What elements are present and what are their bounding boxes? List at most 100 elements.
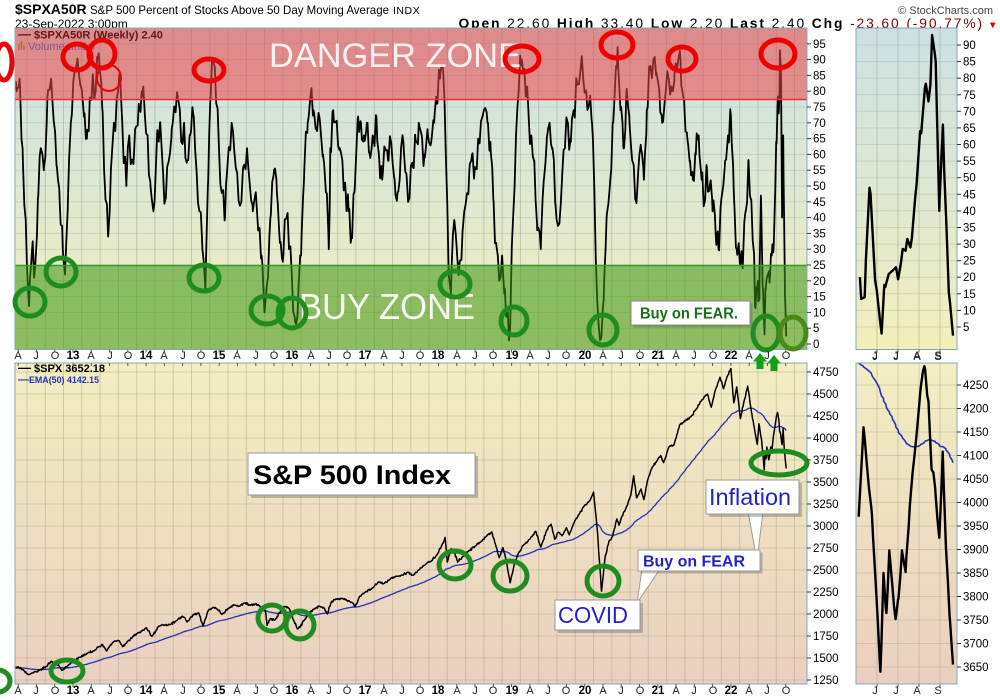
svg-text:—EMA(50) 4142.15: —EMA(50) 4142.15	[18, 374, 100, 386]
svg-text:4500: 4500	[813, 389, 839, 401]
svg-text:A: A	[526, 350, 534, 362]
svg-text:50: 50	[813, 181, 826, 193]
svg-text:15: 15	[813, 292, 826, 304]
svg-text:20: 20	[963, 272, 976, 284]
svg-text:30: 30	[963, 239, 976, 251]
svg-text:J: J	[618, 685, 624, 697]
svg-text:25: 25	[813, 260, 826, 272]
svg-text:O: O	[343, 685, 352, 697]
svg-text:70: 70	[813, 118, 826, 130]
svg-text:3250: 3250	[813, 499, 839, 511]
svg-text:O: O	[636, 350, 645, 362]
svg-text:O: O	[197, 685, 206, 697]
svg-text:16: 16	[286, 685, 299, 697]
svg-text:13: 13	[67, 685, 80, 697]
svg-text:O: O	[782, 350, 791, 362]
svg-text:S&P 500 Percent of Stocks Abov: S&P 500 Percent of Stocks Above 50 Day M…	[90, 3, 389, 17]
svg-text:S: S	[934, 351, 941, 363]
svg-text:O: O	[51, 350, 60, 362]
svg-text:J: J	[618, 350, 624, 362]
svg-text:3750: 3750	[813, 455, 839, 467]
svg-text:J: J	[107, 685, 113, 697]
svg-text:75: 75	[813, 102, 826, 114]
svg-text:0: 0	[813, 339, 819, 351]
svg-text:45: 45	[813, 197, 826, 209]
svg-text:17: 17	[359, 685, 372, 697]
svg-text:4250: 4250	[813, 411, 839, 423]
svg-text:J: J	[893, 350, 899, 362]
svg-text:J: J	[545, 685, 551, 697]
svg-text:15: 15	[963, 289, 976, 301]
svg-text:A: A	[672, 350, 680, 362]
svg-text:21: 21	[652, 685, 665, 697]
svg-text:90: 90	[963, 40, 976, 52]
svg-text:1750: 1750	[813, 631, 839, 643]
svg-text:O: O	[51, 685, 60, 697]
svg-text:40: 40	[963, 206, 976, 218]
svg-text:10: 10	[963, 305, 976, 317]
svg-text:20: 20	[579, 350, 592, 362]
svg-text:DANGER ZONE: DANGER ZONE	[269, 37, 521, 75]
svg-text:J: J	[253, 350, 259, 362]
svg-text:2500: 2500	[813, 565, 839, 577]
svg-text:O: O	[270, 350, 279, 362]
svg-text:▼: ▼	[988, 20, 997, 31]
svg-text:A: A	[913, 685, 921, 697]
svg-text:80: 80	[813, 86, 826, 98]
svg-text:A: A	[307, 350, 315, 362]
svg-text:21: 21	[652, 350, 665, 362]
svg-text:A: A	[87, 350, 95, 362]
svg-text:A: A	[745, 350, 753, 362]
svg-text:S: S	[934, 350, 941, 362]
svg-text:O: O	[782, 685, 791, 697]
svg-text:J: J	[33, 685, 39, 697]
svg-text:10: 10	[813, 307, 826, 319]
svg-text:INDX: INDX	[393, 5, 420, 17]
svg-text:A: A	[599, 350, 607, 362]
svg-text:A: A	[913, 351, 921, 363]
svg-text:19: 19	[506, 685, 519, 697]
svg-text:55: 55	[963, 156, 976, 168]
svg-text:60: 60	[963, 140, 976, 152]
svg-text:90: 90	[813, 55, 826, 67]
svg-text:19: 19	[506, 350, 519, 362]
svg-text:65: 65	[963, 123, 976, 135]
svg-text:J: J	[326, 350, 332, 362]
svg-text:3000: 3000	[813, 521, 839, 533]
svg-text:4100: 4100	[963, 451, 989, 463]
svg-text:O: O	[636, 685, 645, 697]
svg-text:J: J	[691, 685, 697, 697]
svg-text:35: 35	[813, 228, 826, 240]
svg-text:3700: 3700	[963, 639, 989, 651]
svg-text:A: A	[672, 685, 680, 697]
svg-text:J: J	[872, 685, 878, 697]
svg-text:2250: 2250	[813, 587, 839, 599]
svg-text:A: A	[453, 685, 461, 697]
svg-text:O: O	[562, 685, 571, 697]
svg-text:4200: 4200	[963, 404, 989, 416]
svg-text:J: J	[107, 350, 113, 362]
svg-text:O: O	[562, 350, 571, 362]
svg-text:A: A	[14, 685, 22, 697]
svg-text:70: 70	[963, 106, 976, 118]
svg-text:A: A	[233, 350, 241, 362]
svg-text:75: 75	[963, 90, 976, 102]
svg-text:O: O	[416, 350, 425, 362]
svg-text:A: A	[14, 350, 22, 362]
svg-text:O: O	[124, 685, 133, 697]
svg-text:3950: 3950	[963, 521, 989, 533]
svg-text:Inflation: Inflation	[709, 484, 791, 510]
svg-text:5: 5	[813, 323, 819, 335]
svg-text:COVID: COVID	[558, 602, 628, 628]
svg-text:5: 5	[963, 322, 969, 334]
svg-text:65: 65	[813, 134, 826, 146]
svg-text:55: 55	[813, 165, 826, 177]
svg-text:1250: 1250	[813, 675, 839, 687]
svg-text:15: 15	[213, 350, 226, 362]
svg-text:J: J	[893, 685, 899, 697]
svg-text:22: 22	[725, 685, 738, 697]
svg-text:S&P 500 Index: S&P 500 Index	[253, 460, 451, 490]
svg-text:45: 45	[963, 189, 976, 201]
svg-text:S: S	[934, 685, 941, 697]
svg-text:Open 22.60 High 33.40 Low 2.20: Open 22.60 High 33.40 Low 2.20 Last 2.40…	[459, 16, 984, 31]
